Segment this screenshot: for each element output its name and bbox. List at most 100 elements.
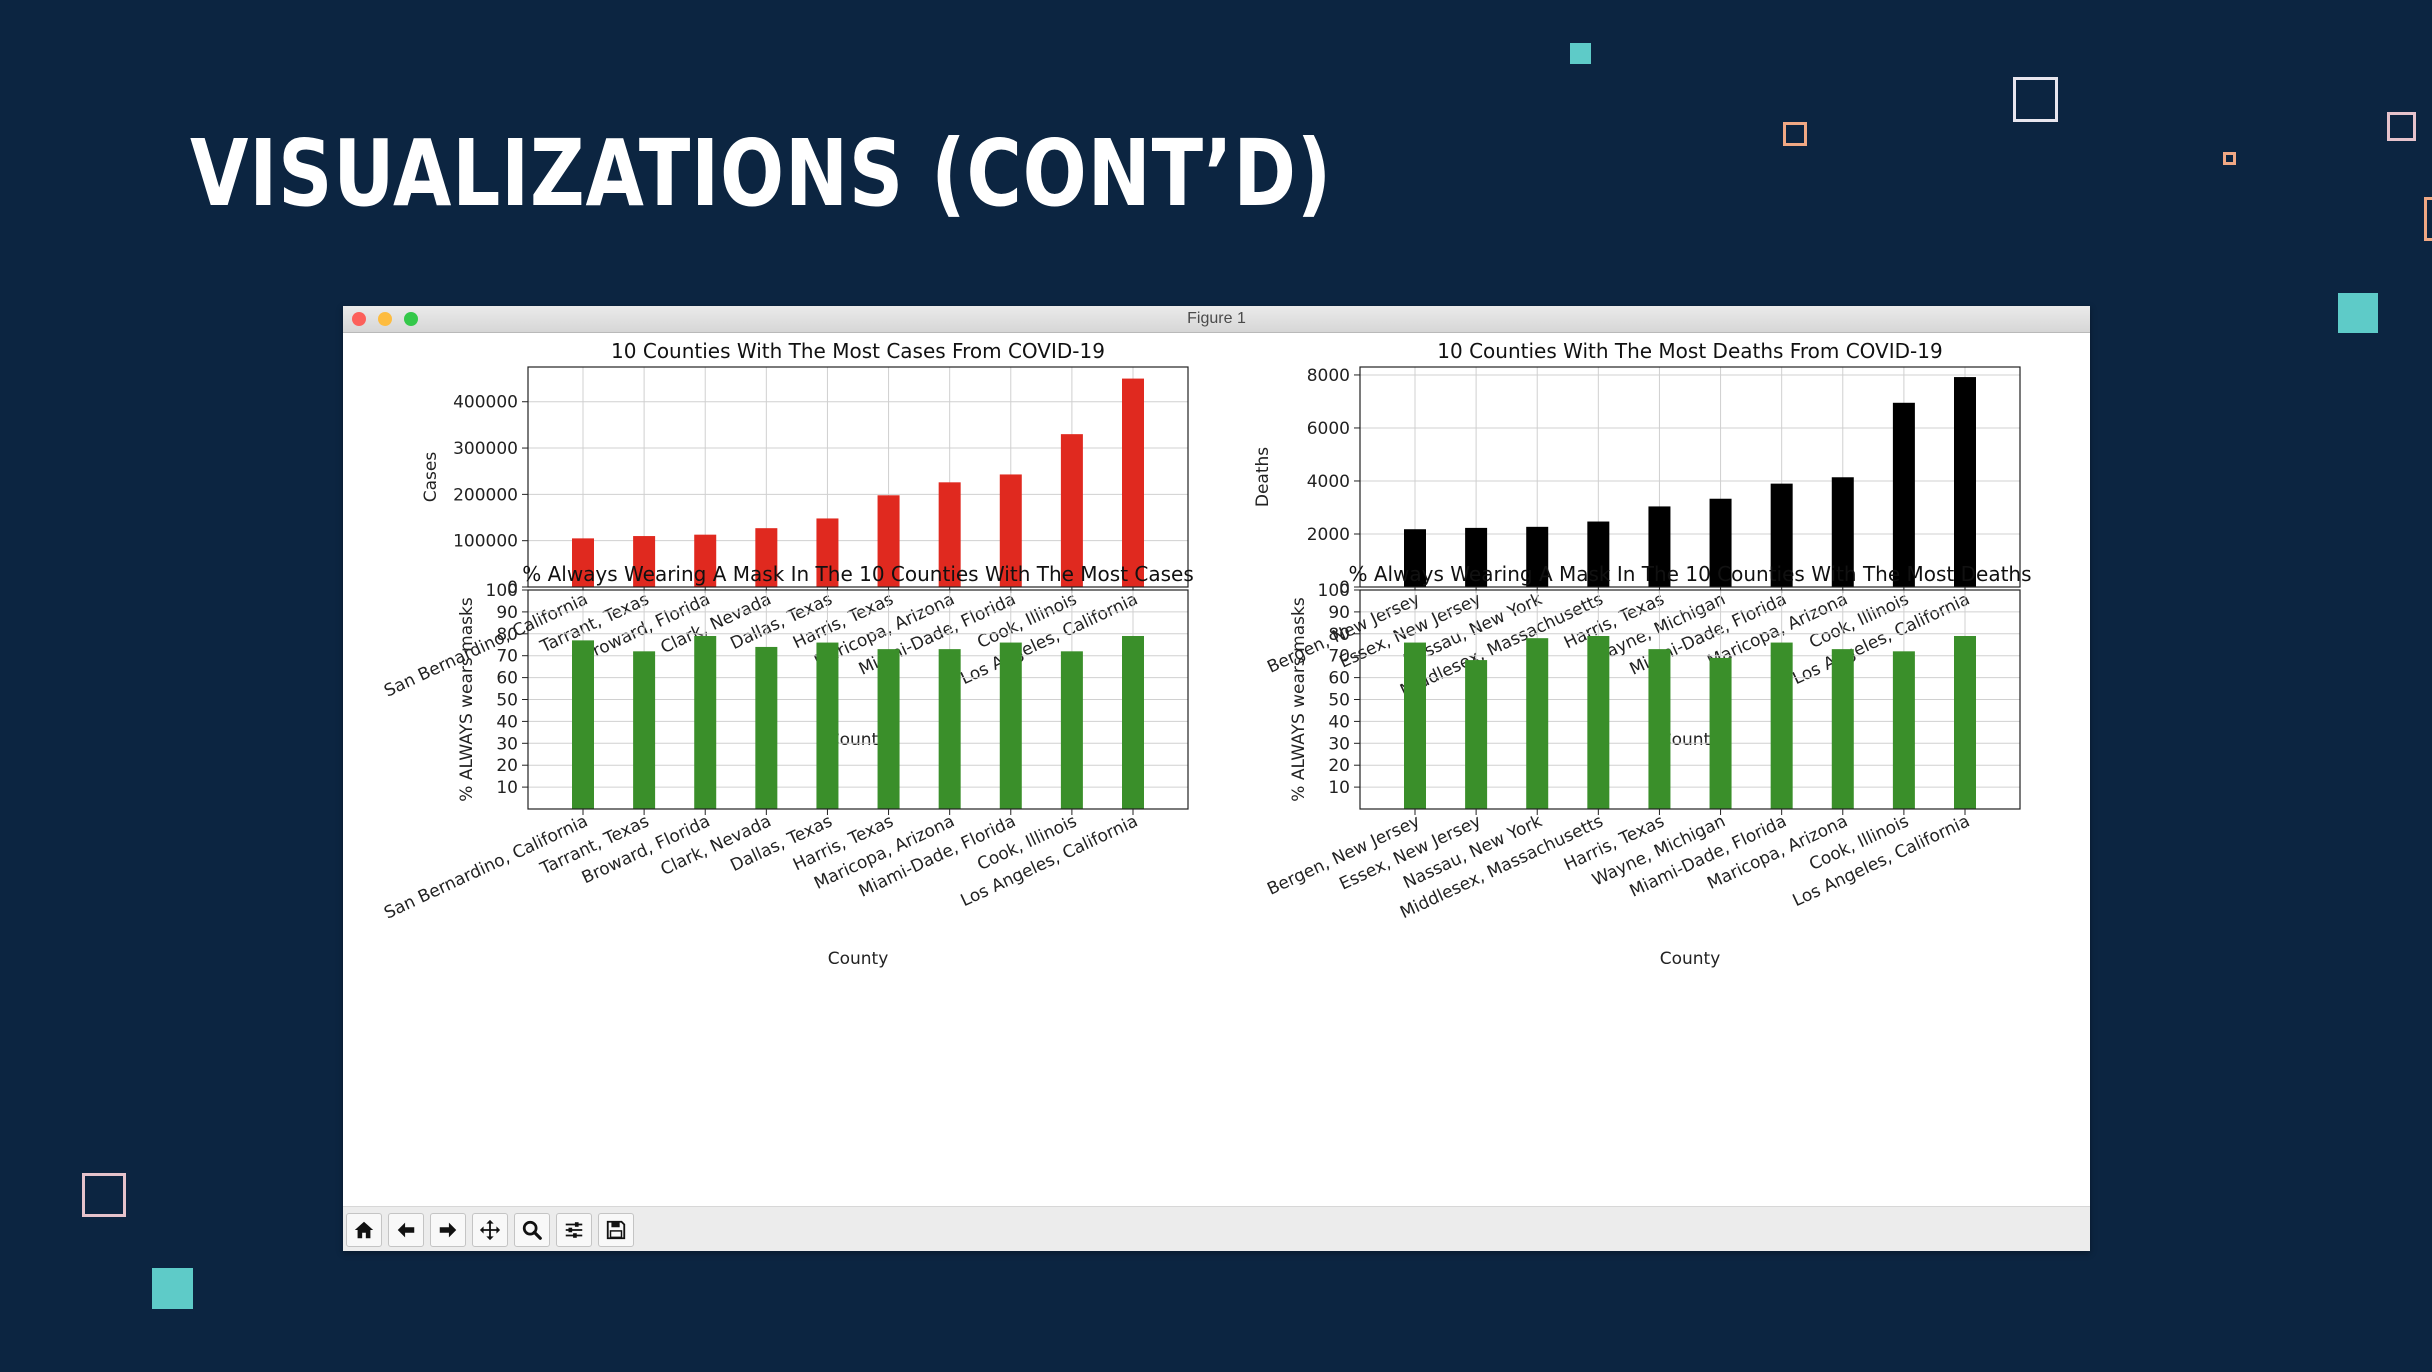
bar [572, 538, 594, 587]
bar [572, 640, 594, 809]
y-axis-label: Deaths [1253, 447, 1273, 507]
bar [1404, 529, 1426, 587]
y-axis-label: Cases [421, 452, 441, 503]
forward-button[interactable] [430, 1213, 466, 1247]
bar [1060, 434, 1083, 587]
decorative-square-outline [1783, 122, 1807, 146]
axes-frame [1359, 366, 2021, 588]
y-tick-label: 10 [1328, 778, 1350, 798]
y-tick-label: 50 [496, 691, 518, 711]
move-icon [479, 1219, 501, 1241]
y-tick-label: 6000 [1307, 419, 1350, 439]
x-axis-label: County [828, 949, 889, 969]
y-tick-label: 200000 [453, 485, 518, 505]
window-close-button[interactable] [352, 312, 366, 326]
x-axis-label: County [828, 730, 889, 750]
bar [1060, 651, 1083, 809]
window-maximize-button[interactable] [404, 312, 418, 326]
floppy-disk-icon [606, 1220, 626, 1240]
y-tick-label: 80 [496, 625, 518, 645]
magnifier-icon [522, 1220, 542, 1240]
back-button[interactable] [388, 1213, 424, 1247]
y-tick-label: 60 [1328, 669, 1350, 689]
chart-title: 10 Counties With The Most Deaths From CO… [1437, 339, 1942, 363]
decorative-square-outline [82, 1173, 126, 1217]
arrow-right-icon [439, 1222, 457, 1238]
y-tick-label: 300000 [453, 439, 518, 459]
bar [1465, 527, 1488, 587]
bar [633, 536, 656, 587]
bar [1709, 657, 1732, 809]
y-tick-label: 100 [1318, 581, 1350, 601]
sliders-icon [565, 1222, 583, 1238]
bar [755, 528, 778, 587]
bar [633, 651, 656, 809]
bar [877, 649, 900, 809]
bar [1122, 378, 1144, 587]
bar [694, 534, 717, 587]
bar [1831, 649, 1854, 809]
zoom-button[interactable] [514, 1213, 550, 1247]
y-tick-label: 100 [486, 581, 518, 601]
y-tick-label: 100000 [453, 532, 518, 552]
bar [1526, 526, 1549, 587]
pan-button[interactable] [472, 1213, 508, 1247]
y-tick-label: 40 [496, 712, 518, 732]
y-tick-label: 30 [1328, 734, 1350, 754]
bar [1770, 483, 1793, 587]
y-tick-label: 0 [507, 578, 518, 598]
y-tick-label: 20 [1328, 756, 1350, 776]
bar [1526, 638, 1549, 809]
bar [1404, 642, 1426, 809]
bar [1831, 477, 1854, 587]
bar [1770, 642, 1793, 809]
x-axis-label: County [1660, 730, 1721, 750]
bar [938, 649, 961, 809]
save-button[interactable] [598, 1213, 634, 1247]
y-tick-label: 80 [1328, 625, 1350, 645]
bar [877, 495, 900, 587]
bar [1892, 402, 1915, 587]
bar [1709, 498, 1732, 587]
y-tick-label: 50 [1328, 691, 1350, 711]
y-tick-label: 4000 [1307, 472, 1350, 492]
chart-title: % Always Wearing A Mask In The 10 Counti… [1348, 562, 2031, 586]
bar [999, 474, 1022, 587]
bar [938, 482, 961, 587]
window-title: Figure 1 [1187, 310, 1246, 327]
window-titlebar[interactable]: Figure 1 [343, 306, 2090, 333]
y-tick-label: 20 [496, 756, 518, 776]
home-button[interactable] [346, 1213, 382, 1247]
bar [1587, 521, 1610, 587]
y-axis-label: % ALWAYS wears masks [457, 597, 477, 802]
bar [694, 635, 717, 809]
y-tick-label: 90 [496, 603, 518, 623]
decorative-square-outline [2013, 77, 2058, 122]
bar [755, 646, 778, 809]
bar [1892, 651, 1915, 809]
bar [1122, 635, 1144, 809]
decorative-square [1570, 43, 1591, 64]
decorative-square [2338, 293, 2378, 333]
arrow-left-icon [397, 1222, 415, 1238]
bar [1954, 377, 1976, 587]
bar [1954, 635, 1976, 809]
decorative-square-outline [2424, 197, 2432, 241]
y-tick-label: 400000 [453, 393, 518, 413]
y-tick-label: 40 [1328, 712, 1350, 732]
y-axis-label: % ALWAYS wears masks [1289, 597, 1309, 802]
decorative-square-outline [2387, 112, 2416, 141]
configure-subplots-button[interactable] [556, 1213, 592, 1247]
y-tick-label: 10 [496, 778, 518, 798]
home-icon [354, 1221, 374, 1239]
y-tick-label: 90 [1328, 603, 1350, 623]
y-tick-label: 70 [1328, 647, 1350, 667]
bar [816, 642, 839, 809]
y-tick-label: 30 [496, 734, 518, 754]
chart-title: 10 Counties With The Most Cases From COV… [611, 339, 1105, 363]
window-minimize-button[interactable] [378, 312, 392, 326]
axes-frame [527, 366, 1189, 588]
y-tick-label: 2000 [1307, 525, 1350, 545]
bar [1587, 635, 1610, 809]
